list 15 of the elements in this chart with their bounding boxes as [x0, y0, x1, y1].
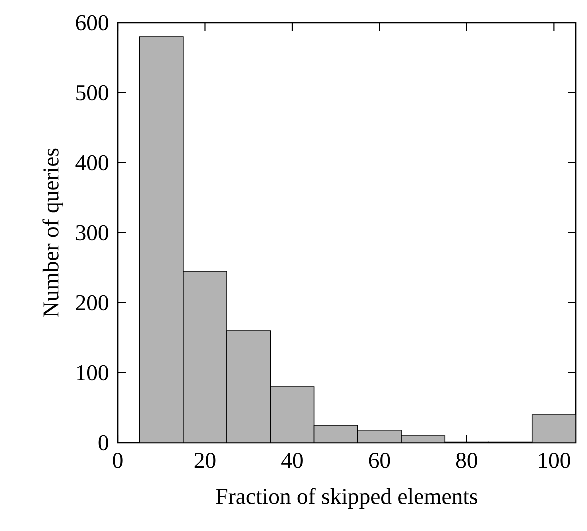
x-tick-label: 60 [369, 453, 390, 468]
y-tick-label: 300 [76, 225, 108, 241]
x-tick-label: 20 [194, 453, 216, 468]
y-tick-label: 100 [77, 365, 108, 381]
y-tick-label: 400 [76, 155, 108, 171]
y-tick-label: 0 [98, 435, 108, 451]
x-tick-label: 0 [113, 453, 123, 468]
x-tick-label: 100 [539, 453, 570, 468]
x-axis-title: Fraction of skipped elements [216, 488, 478, 509]
x-tick-label: 40 [282, 453, 303, 468]
y-tick-label: 200 [76, 295, 108, 311]
x-tick-label: 80 [456, 453, 478, 468]
y-axis-title: Number of queries [42, 148, 64, 318]
y-tick-label: 600 [76, 15, 108, 31]
y-tick-label: 500 [76, 85, 108, 101]
